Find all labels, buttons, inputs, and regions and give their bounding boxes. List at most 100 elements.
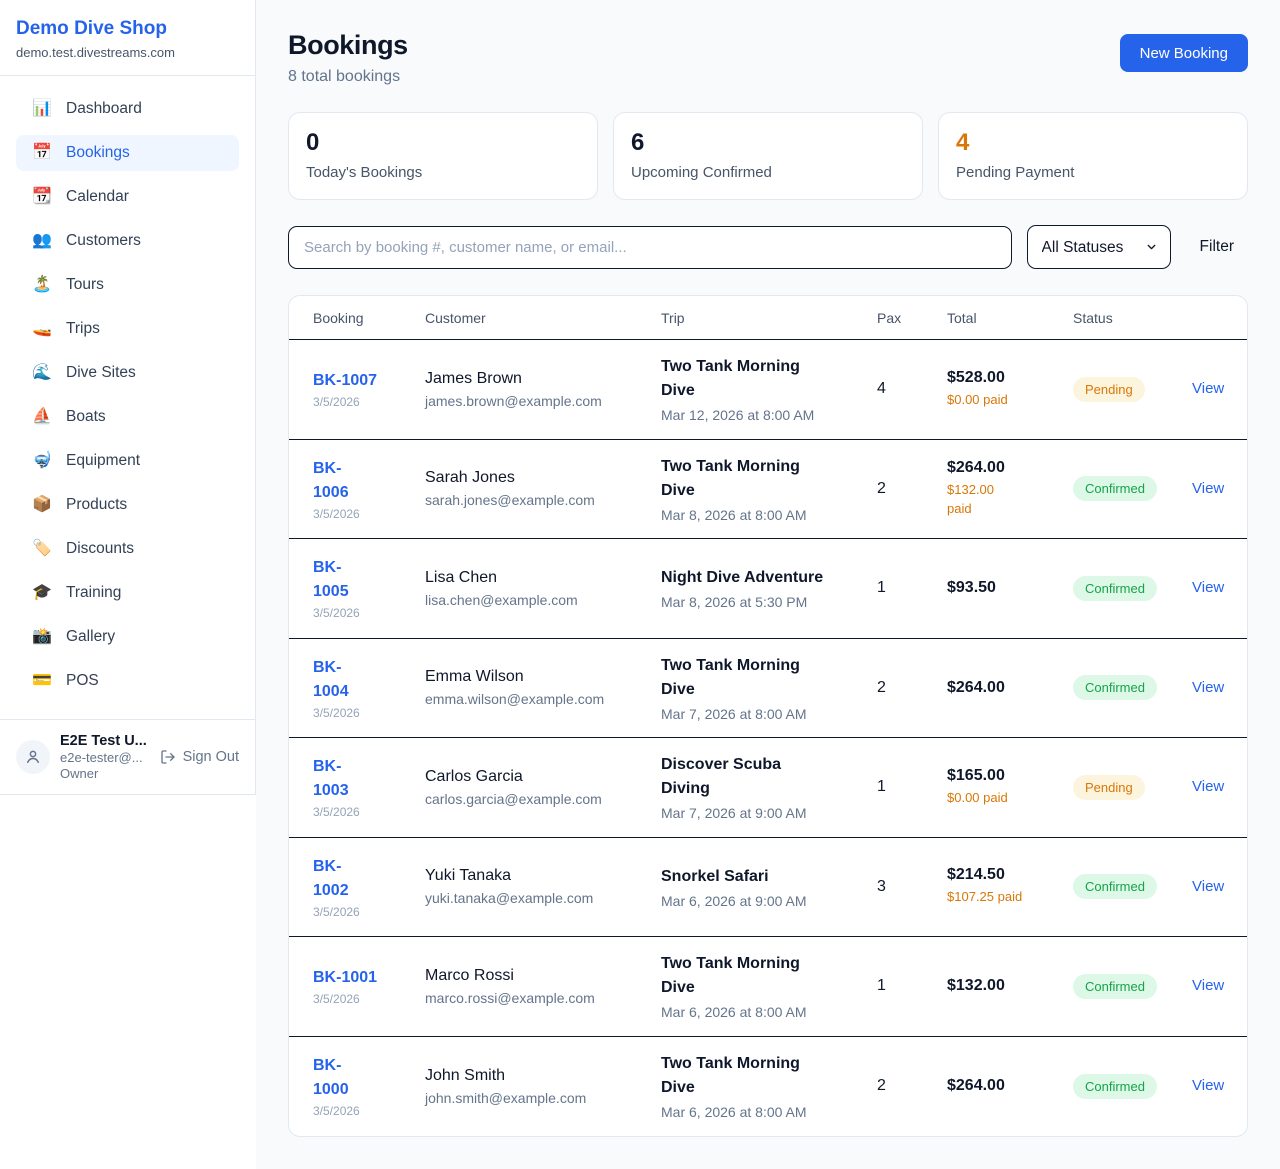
total-amount: $528.00 (947, 368, 1005, 386)
sidebar-item-label: Dive Sites (66, 364, 136, 381)
view-link[interactable]: View (1192, 778, 1225, 796)
customer-name: John Smith (425, 1066, 506, 1084)
sidebar-item-products[interactable]: 📦 Products (16, 487, 239, 523)
sidebar-item-bookings[interactable]: 📅 Bookings (16, 135, 239, 171)
sidebar-item-label: Bookings (66, 144, 130, 161)
booking-number-link[interactable]: BK- 1004 (313, 658, 349, 700)
status-filter-select[interactable]: All Statuses (1026, 225, 1171, 269)
customer-name: Lisa Chen (425, 568, 498, 586)
booking-number-link[interactable]: BK- 1005 (313, 559, 349, 601)
sidebar-item-gallery[interactable]: 📸 Gallery (16, 619, 239, 655)
col-header-trip: Trip (661, 309, 685, 326)
avatar (16, 740, 50, 774)
sidebar-item-equipment[interactable]: 🤿 Equipment (16, 443, 239, 479)
customer-name: Sarah Jones (425, 469, 515, 487)
total-amount: $264.00 (947, 458, 1005, 476)
pax-count: 2 (877, 479, 886, 497)
view-link[interactable]: View (1192, 877, 1225, 895)
sidebar-nav: 📊 Dashboard 📅 Bookings 📆 Calendar 👥 Cust… (0, 76, 255, 719)
stat-card: 6 Upcoming Confirmed (613, 112, 923, 200)
view-link[interactable]: View (1192, 380, 1225, 398)
paid-amount: $0.00 paid (947, 391, 1008, 407)
trip-name: Two Tank Morning Dive (661, 955, 800, 997)
paid-amount: $0.00 paid (947, 789, 1008, 805)
trip-datetime: Mar 6, 2026 at 8:00 AM (661, 1004, 807, 1021)
booking-date: 3/5/2026 (313, 805, 360, 820)
trip-datetime: Mar 12, 2026 at 8:00 AM (661, 407, 815, 424)
sidebar-item-label: Trips (66, 320, 100, 337)
col-header-total: Total (947, 309, 977, 326)
package-icon: 📦 (32, 496, 52, 513)
sidebar-item-training[interactable]: 🎓 Training (16, 575, 239, 611)
sidebar-brand: Demo Dive Shop demo.test.divestreams.com (0, 0, 255, 76)
booking-number-link[interactable]: BK- 1006 (313, 459, 349, 501)
stat-label: Upcoming Confirmed (631, 164, 772, 181)
sidebar-item-calendar[interactable]: 📆 Calendar (16, 179, 239, 215)
status-badge: Pending (1073, 376, 1145, 402)
status-filter-wrap: All Statuses (1026, 225, 1171, 269)
sidebar-item-tours[interactable]: 🏝️ Tours (16, 267, 239, 303)
pax-count: 2 (877, 1077, 886, 1095)
sidebar-item-label: Gallery (66, 628, 116, 645)
view-link[interactable]: View (1192, 678, 1225, 696)
sidebar-item-discounts[interactable]: 🏷️ Discounts (16, 531, 239, 567)
sidebar-item-pos[interactable]: 💳 POS (16, 663, 239, 699)
customer-email: emma.wilson@example.com (425, 691, 605, 708)
col-header-booking: Booking (313, 309, 364, 326)
col-header-pax: Pax (877, 309, 902, 326)
table-row: BK- 1000 3/5/2026 John Smith john.smith@… (289, 1037, 1247, 1137)
bar-chart-icon: 📊 (32, 100, 52, 117)
booking-number-link[interactable]: BK- 1000 (313, 1057, 349, 1099)
sidebar-item-label: Calendar (66, 188, 129, 205)
search-input[interactable] (288, 225, 1012, 269)
booking-number-link[interactable]: BK- 1002 (313, 857, 349, 899)
filter-button[interactable]: Filter (1186, 238, 1248, 256)
sidebar-item-boats[interactable]: ⛵ Boats (16, 399, 239, 435)
booking-date: 3/5/2026 (313, 904, 360, 919)
new-booking-button[interactable]: New Booking (1119, 34, 1248, 72)
booking-number-link[interactable]: BK-1001 (313, 969, 378, 987)
view-link[interactable]: View (1192, 1077, 1225, 1095)
sign-out-button[interactable]: Sign Out (160, 749, 239, 765)
total-amount: $264.00 (947, 1077, 1005, 1095)
sidebar-item-trips[interactable]: 🚤 Trips (16, 311, 239, 347)
booking-date: 3/5/2026 (313, 606, 360, 621)
stat-label: Pending Payment (956, 164, 1075, 181)
booking-date: 3/5/2026 (313, 705, 360, 720)
trip-name: Snorkel Safari (661, 867, 769, 885)
view-link[interactable]: View (1192, 579, 1225, 597)
status-badge: Confirmed (1073, 1073, 1157, 1099)
user-section: E2E Test U... e2e-tester@... Owner Sign … (0, 719, 255, 794)
booking-date: 3/5/2026 (313, 506, 360, 521)
pax-count: 1 (877, 778, 886, 796)
table-row: BK- 1004 3/5/2026 Emma Wilson emma.wilso… (289, 639, 1247, 738)
stat-value: 0 (306, 129, 320, 156)
customer-name: James Brown (425, 369, 522, 387)
trip-datetime: Mar 6, 2026 at 9:00 AM (661, 892, 807, 909)
customer-name: Emma Wilson (425, 668, 524, 686)
sign-out-label: Sign Out (182, 749, 239, 765)
table-row: BK- 1003 3/5/2026 Carlos Garcia carlos.g… (289, 738, 1247, 838)
booking-number-link[interactable]: BK-1007 (313, 372, 378, 390)
booking-number-link[interactable]: BK- 1003 (313, 758, 349, 800)
status-badge: Pending (1073, 774, 1145, 800)
trip-name: Two Tank Morning Dive (661, 358, 800, 400)
sidebar-item-dive-sites[interactable]: 🌊 Dive Sites (16, 355, 239, 391)
status-badge: Confirmed (1073, 874, 1157, 900)
user-email: e2e-tester@... (60, 750, 143, 765)
status-badge: Confirmed (1073, 575, 1157, 601)
sidebar-item-dashboard[interactable]: 📊 Dashboard (16, 91, 239, 127)
sidebar-item-customers[interactable]: 👥 Customers (16, 223, 239, 259)
trip-datetime: Mar 8, 2026 at 5:30 PM (661, 594, 808, 611)
view-link[interactable]: View (1192, 479, 1225, 497)
customer-email: james.brown@example.com (425, 392, 602, 409)
trip-name: Two Tank Morning Dive (661, 1055, 800, 1097)
bookings-table: Booking Customer Trip Pax Total Status B… (288, 295, 1248, 1137)
main-content: Bookings 8 total bookings New Booking 0 … (256, 0, 1280, 1169)
status-badge: Confirmed (1073, 476, 1157, 502)
view-link[interactable]: View (1192, 977, 1225, 995)
customer-email: marco.rossi@example.com (425, 989, 595, 1006)
sidebar-item-label: Equipment (66, 452, 141, 469)
trip-name: Discover Scuba Diving (661, 756, 782, 798)
sidebar: Demo Dive Shop demo.test.divestreams.com… (0, 0, 256, 795)
